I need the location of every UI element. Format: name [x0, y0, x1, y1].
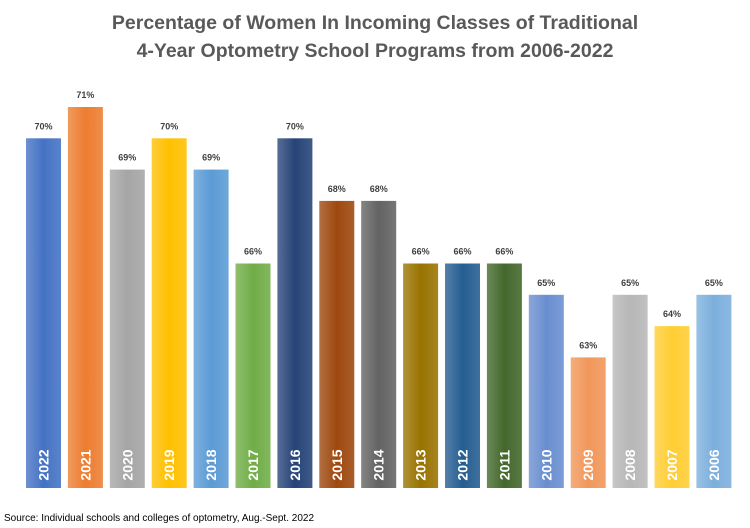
- bar-2020: [109, 169, 145, 488]
- data-label-2009: 63%: [579, 340, 597, 350]
- category-label-2012: 2012: [455, 449, 471, 480]
- bar-2015: [319, 200, 355, 488]
- category-label-2016: 2016: [287, 449, 303, 480]
- chart-title: Percentage of Women In Incoming Classes …: [0, 9, 750, 65]
- data-label-2008: 65%: [621, 278, 639, 288]
- bar-2011: [486, 263, 522, 488]
- bar-2009: [570, 357, 606, 488]
- category-label-2021: 2021: [77, 449, 93, 480]
- data-label-2016: 70%: [286, 121, 304, 131]
- data-label-2006: 65%: [705, 278, 723, 288]
- category-label-2006: 2006: [706, 449, 722, 480]
- bar-2016: [277, 138, 313, 489]
- data-label-2017: 66%: [244, 247, 262, 257]
- data-label-2007: 64%: [663, 309, 681, 319]
- category-label-2007: 2007: [664, 449, 680, 480]
- data-label-2015: 68%: [328, 184, 346, 194]
- bar-2007: [654, 326, 690, 488]
- category-label-2010: 2010: [538, 449, 554, 480]
- bar-2019: [151, 138, 187, 489]
- bar-2013: [403, 263, 439, 488]
- source-note: Source: Individual schools and colleges …: [4, 513, 315, 524]
- data-label-2013: 66%: [412, 247, 430, 257]
- data-label-2022: 70%: [34, 121, 52, 131]
- data-label-2014: 68%: [370, 184, 388, 194]
- bar-2017: [235, 263, 271, 488]
- category-label-2020: 2020: [119, 449, 135, 480]
- data-label-2018: 69%: [202, 153, 220, 163]
- bar-2008: [612, 294, 648, 488]
- category-label-2022: 2022: [36, 449, 52, 480]
- category-label-2019: 2019: [161, 449, 177, 480]
- data-label-2021: 71%: [76, 90, 94, 100]
- bar-2010: [528, 294, 564, 488]
- category-label-2015: 2015: [329, 449, 345, 480]
- bar-2022: [26, 138, 61, 489]
- category-label-2018: 2018: [203, 449, 219, 480]
- category-label-2017: 2017: [245, 449, 261, 480]
- data-label-2019: 70%: [160, 121, 178, 131]
- data-label-2012: 66%: [453, 247, 471, 257]
- bar-2018: [193, 169, 229, 488]
- category-label-2011: 2011: [496, 450, 512, 481]
- category-label-2008: 2008: [622, 449, 638, 480]
- category-label-2009: 2009: [580, 449, 596, 480]
- category-label-2014: 2014: [371, 449, 387, 480]
- bar-2012: [445, 263, 480, 488]
- bar-2014: [361, 200, 397, 488]
- chart-title-line-2: 4-Year Optometry School Programs from 20…: [136, 40, 614, 62]
- data-label-2020: 69%: [118, 153, 136, 163]
- chart-title-line-1: Percentage of Women In Incoming Classes …: [111, 12, 639, 34]
- category-label-2013: 2013: [413, 449, 429, 480]
- data-label-2010: 65%: [537, 278, 555, 288]
- data-label-2011: 66%: [495, 247, 513, 257]
- bar-2006: [696, 294, 732, 488]
- bar-2021: [67, 107, 103, 488]
